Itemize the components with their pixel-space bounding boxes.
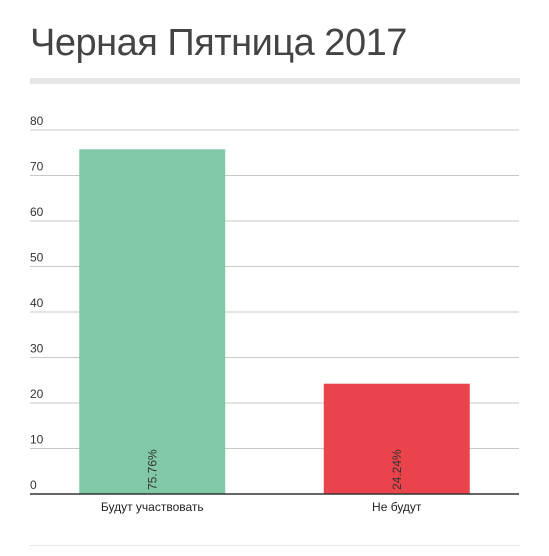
y-tick-label-70: 70 xyxy=(30,160,44,174)
y-tick-label-40: 40 xyxy=(30,296,44,310)
bar-1 xyxy=(323,383,470,494)
y-tick-label-30: 30 xyxy=(30,342,44,356)
category-label-1: Не будут xyxy=(372,500,422,514)
bottom-divider xyxy=(30,545,520,546)
y-tick-label-60: 60 xyxy=(30,205,44,219)
category-label-0: Будут участвовать xyxy=(101,500,204,514)
chart-title: Черная Пятница 2017 xyxy=(30,22,407,64)
bar-0 xyxy=(79,149,226,495)
y-tick-label-0: 0 xyxy=(30,478,37,492)
y-tick-label-50: 50 xyxy=(30,251,44,265)
y-tick-label-10: 10 xyxy=(30,433,44,447)
data-label-0: 75.76% xyxy=(145,449,159,490)
y-tick-label-20: 20 xyxy=(30,387,44,401)
y-tick-label-80: 80 xyxy=(30,114,44,128)
data-label-1: 24.24% xyxy=(390,449,404,490)
title-divider xyxy=(30,78,520,84)
